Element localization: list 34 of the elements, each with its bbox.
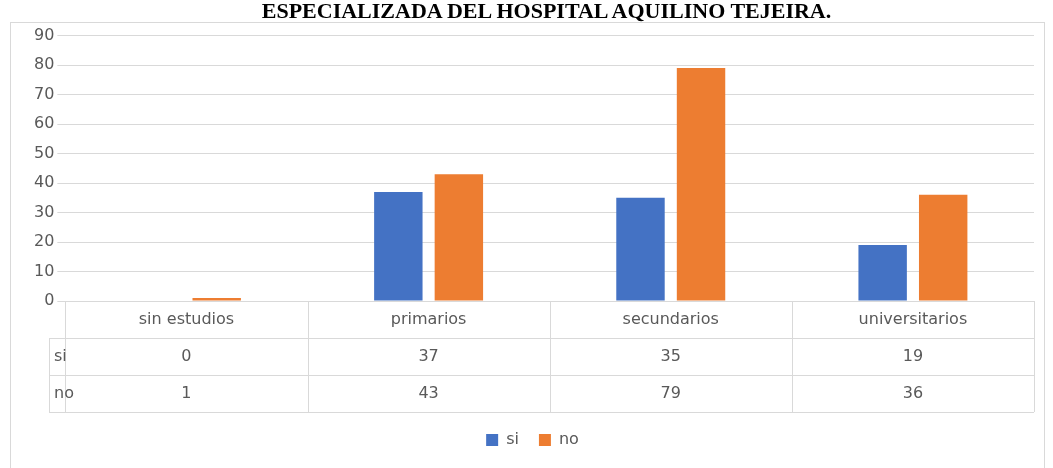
y-tick-label: 50: [34, 142, 55, 162]
y-tick-label: 70: [34, 83, 55, 103]
x-tick-label: universitarios: [858, 308, 968, 328]
y-tick-label: 60: [34, 113, 55, 133]
text: si: [54, 345, 67, 365]
bar: [434, 174, 484, 301]
x-tick-label: sin estudios: [138, 308, 235, 328]
y-tick-label: 10: [34, 260, 55, 280]
data-label: 1: [181, 382, 192, 402]
data-label: 37: [418, 345, 439, 365]
legend-label: si: [506, 429, 519, 449]
y-tick-label: 30: [34, 201, 55, 221]
data-label: 0: [181, 345, 192, 365]
data-label: 35: [660, 345, 681, 365]
bar: [616, 197, 665, 301]
bar: [192, 298, 241, 301]
data-label: 79: [660, 382, 681, 402]
data-label: 19: [902, 345, 924, 365]
y-tick-label: 80: [34, 54, 55, 74]
bar: [676, 68, 726, 301]
data-label: 36: [902, 382, 924, 402]
y-tick-label: 0: [44, 290, 55, 310]
x-tick-label: primarios: [390, 308, 467, 328]
legend-label: no: [558, 429, 579, 449]
text: no: [54, 382, 74, 402]
x-tick-label: secundarios: [622, 308, 719, 328]
bar: [918, 194, 968, 301]
bar: [858, 244, 907, 301]
bar: [374, 191, 423, 301]
y-tick-label: 20: [34, 231, 55, 251]
chart-title: ESPECIALIZADA DEL HOSPITAL AQUILINO TEJEIRA.: [260, 0, 833, 23]
y-tick-label: 40: [34, 172, 55, 192]
y-tick-label: 90: [34, 24, 55, 44]
data-label: 43: [418, 382, 439, 402]
